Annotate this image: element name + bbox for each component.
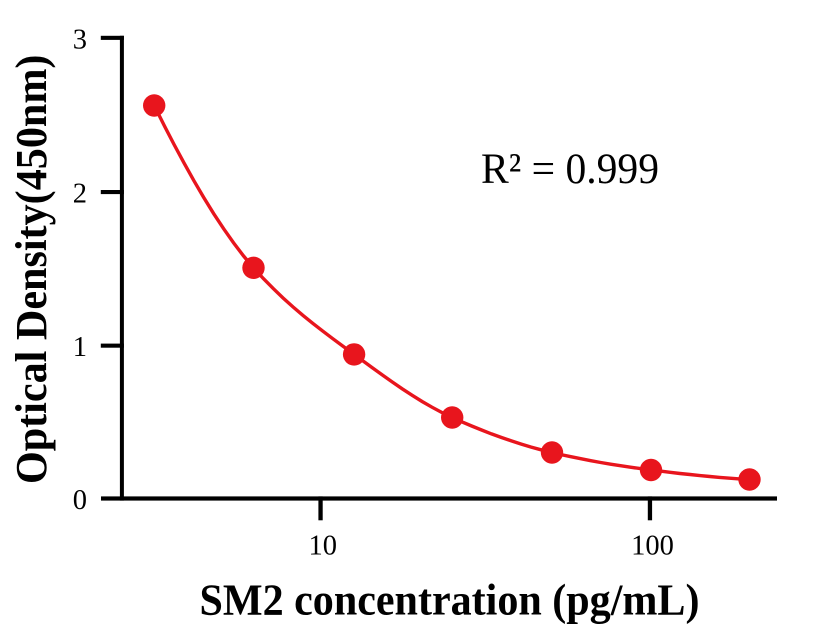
svg-text:2: 2: [73, 178, 87, 209]
svg-text:0: 0: [73, 485, 87, 516]
svg-text:Optical Density(450nm): Optical Density(450nm): [7, 55, 56, 485]
svg-text:10: 10: [309, 530, 338, 561]
svg-text:R² = 0.999: R² = 0.999: [481, 145, 659, 193]
svg-text:3: 3: [73, 24, 87, 55]
svg-text:SM2 concentration (pg/mL): SM2 concentration (pg/mL): [200, 576, 700, 625]
svg-text:1: 1: [73, 332, 87, 363]
svg-text:100: 100: [631, 530, 674, 561]
